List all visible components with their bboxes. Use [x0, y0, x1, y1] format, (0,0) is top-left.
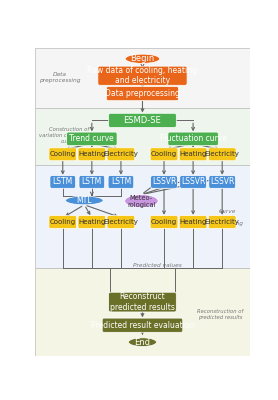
- Ellipse shape: [125, 54, 160, 64]
- FancyBboxPatch shape: [208, 148, 236, 161]
- Text: Electricity: Electricity: [205, 151, 240, 157]
- Text: Begin: Begin: [130, 54, 155, 63]
- Text: Cooling: Cooling: [151, 151, 177, 157]
- Text: Data
preprocessing: Data preprocessing: [39, 72, 81, 83]
- FancyBboxPatch shape: [35, 48, 250, 108]
- FancyBboxPatch shape: [98, 66, 187, 85]
- Ellipse shape: [128, 338, 157, 346]
- FancyBboxPatch shape: [179, 148, 207, 161]
- Text: Cooling: Cooling: [151, 219, 177, 225]
- FancyBboxPatch shape: [108, 176, 134, 188]
- Text: Trend curve: Trend curve: [70, 134, 114, 143]
- FancyBboxPatch shape: [67, 132, 117, 146]
- Text: ESMD-SE: ESMD-SE: [124, 116, 161, 125]
- Text: Heating: Heating: [78, 151, 106, 157]
- Text: LSTM: LSTM: [82, 178, 102, 186]
- FancyBboxPatch shape: [180, 176, 207, 188]
- Text: End: End: [135, 338, 150, 347]
- Text: Predicted result evaluation: Predicted result evaluation: [91, 321, 194, 330]
- Text: Electricity: Electricity: [205, 219, 240, 225]
- Text: LSSVR: LSSVR: [210, 178, 234, 186]
- FancyBboxPatch shape: [109, 113, 176, 128]
- Text: Electricity: Electricity: [103, 151, 138, 157]
- FancyBboxPatch shape: [151, 176, 177, 188]
- FancyBboxPatch shape: [49, 148, 77, 161]
- Text: Electricity: Electricity: [103, 219, 138, 225]
- FancyBboxPatch shape: [49, 216, 77, 228]
- Text: LSTM: LSTM: [111, 178, 131, 186]
- Text: Predicted values: Predicted values: [133, 263, 182, 268]
- FancyBboxPatch shape: [50, 176, 76, 188]
- Text: LSSVR: LSSVR: [181, 178, 205, 186]
- FancyBboxPatch shape: [35, 165, 250, 268]
- FancyBboxPatch shape: [107, 148, 135, 161]
- FancyBboxPatch shape: [150, 148, 178, 161]
- Text: Heating: Heating: [179, 151, 207, 157]
- FancyBboxPatch shape: [106, 86, 178, 101]
- FancyBboxPatch shape: [209, 176, 235, 188]
- FancyBboxPatch shape: [35, 268, 250, 356]
- FancyBboxPatch shape: [35, 108, 250, 165]
- Text: Heating: Heating: [179, 219, 207, 225]
- Text: MTL: MTL: [76, 196, 92, 205]
- Text: Cooling: Cooling: [50, 151, 76, 157]
- Text: Reconstruction of
predicted results: Reconstruction of predicted results: [197, 309, 244, 320]
- Text: Reconstruct
predicted results: Reconstruct predicted results: [110, 292, 175, 312]
- Text: Curve
load
forecasting: Curve load forecasting: [211, 209, 244, 226]
- FancyBboxPatch shape: [78, 216, 106, 228]
- FancyBboxPatch shape: [150, 216, 178, 228]
- Text: Construction of
variation characteristic
curves: Construction of variation characteristic…: [39, 128, 100, 144]
- Text: Heating: Heating: [78, 219, 106, 225]
- FancyBboxPatch shape: [107, 216, 135, 228]
- FancyBboxPatch shape: [79, 176, 105, 188]
- Ellipse shape: [125, 195, 158, 208]
- FancyBboxPatch shape: [208, 216, 236, 228]
- Text: Cooling: Cooling: [50, 219, 76, 225]
- FancyBboxPatch shape: [102, 318, 183, 332]
- Text: Raw data of cooling, heating
and electricity: Raw data of cooling, heating and electri…: [88, 66, 197, 86]
- Text: Fluctuation curve: Fluctuation curve: [160, 134, 227, 143]
- Text: LSTM: LSTM: [53, 178, 73, 186]
- FancyBboxPatch shape: [109, 292, 176, 312]
- FancyBboxPatch shape: [78, 148, 106, 161]
- FancyBboxPatch shape: [179, 216, 207, 228]
- Text: Meteo-
rological: Meteo- rological: [127, 194, 156, 208]
- Ellipse shape: [65, 196, 103, 205]
- FancyBboxPatch shape: [168, 132, 218, 146]
- Text: Data preprocessing: Data preprocessing: [105, 89, 180, 98]
- Text: LSSVR: LSSVR: [152, 178, 176, 186]
